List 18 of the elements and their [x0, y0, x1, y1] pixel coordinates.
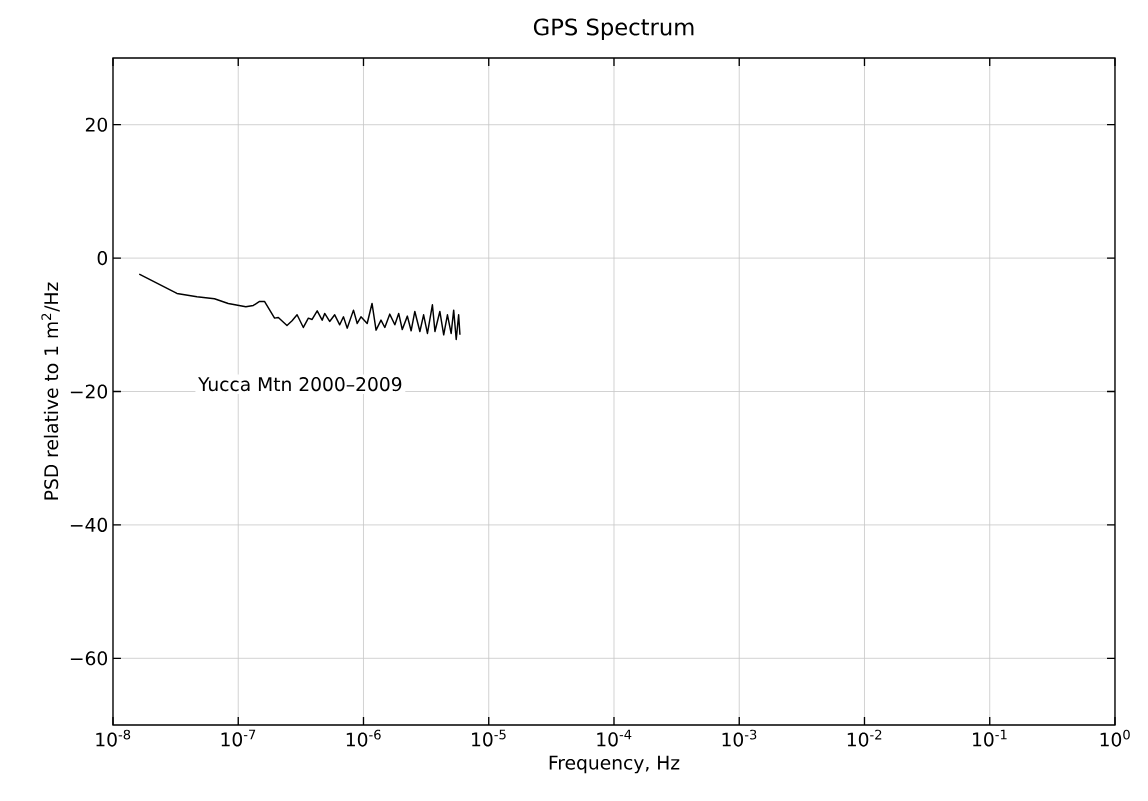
x-tick-label: 10$^{-6}$ — [346, 729, 381, 747]
x-tick-label: 10$^{-4}$ — [597, 729, 632, 747]
x-tick-label: 10$^{-7}$ — [221, 729, 256, 747]
chart-title: GPS Spectrum — [533, 18, 694, 40]
y-tick-label: 20 — [85, 117, 108, 132]
x-tick-label: 10$^{0}$ — [1100, 729, 1130, 747]
y-tick-label: −60 — [70, 651, 108, 666]
annotation: Yucca Mtn 2000–2009 — [198, 377, 402, 392]
x-tick-label: 10$^{-5}$ — [472, 729, 506, 747]
y-tick-label: −40 — [70, 517, 108, 532]
y-tick-label: −20 — [70, 384, 108, 399]
x-tick-label: 10$^{-8}$ — [96, 729, 131, 747]
x-tick-label: 10$^{-3}$ — [722, 729, 757, 747]
y-tick-label: 0 — [97, 251, 108, 266]
y-axis-title: PSD relative to 1 m$^{2}$/Hz — [41, 282, 60, 500]
x-tick-label: 10$^{-2}$ — [847, 729, 882, 747]
x-axis-title: Frequency, Hz — [549, 755, 680, 774]
x-tick-label: 10$^{-1}$ — [973, 729, 1007, 747]
